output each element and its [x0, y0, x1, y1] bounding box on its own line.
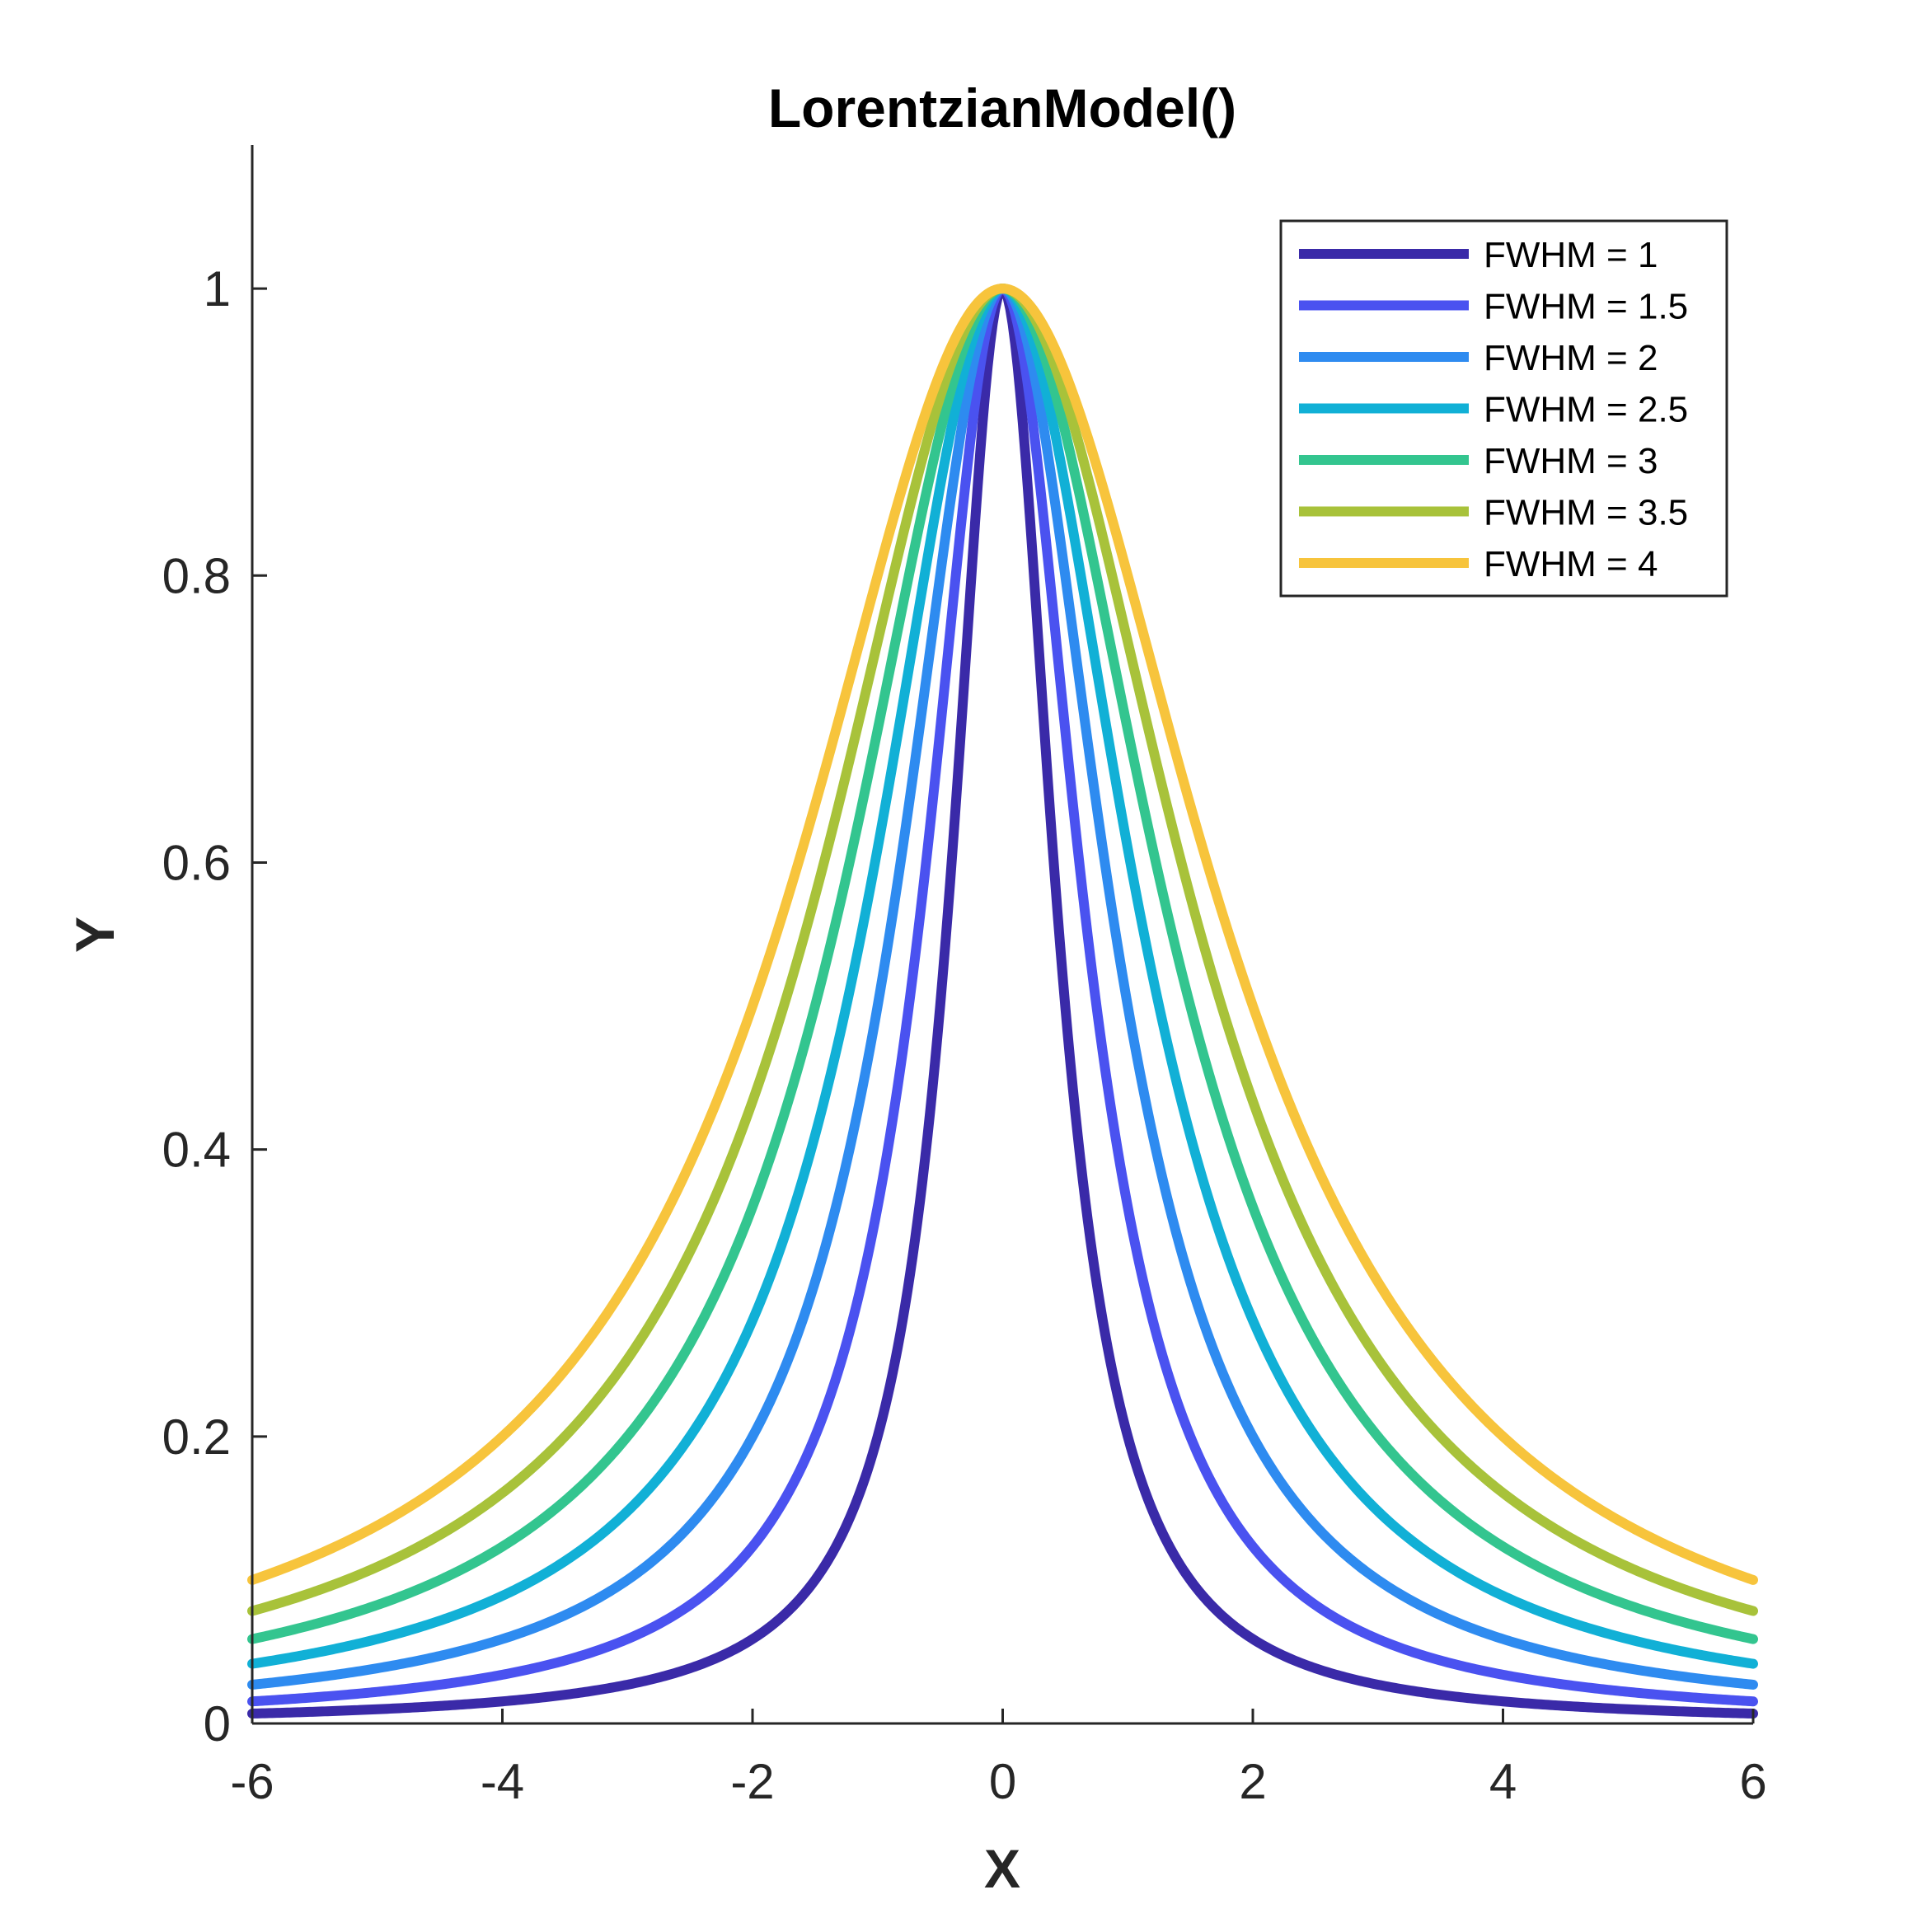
y-tick-label: 0 [204, 1696, 231, 1751]
x-tick-label: -4 [481, 1754, 524, 1809]
legend-label-5: FWHM = 3 [1484, 441, 1658, 481]
y-tick-label: 0.2 [162, 1409, 231, 1465]
legend-items: FWHM = 1 FWHM = 1.5 FWHM = 2 FWHM = 2.5 FWHM… [1299, 235, 1688, 584]
chart-title: LorentzianModel() [768, 77, 1236, 138]
x-axis-title: X [984, 1838, 1020, 1899]
series-line-7 [247, 284, 1758, 1585]
x-ticks: -6 -4 -2 0 2 4 6 [230, 1709, 1767, 1809]
x-tick-label: -2 [730, 1754, 774, 1809]
y-tick-label: 1 [204, 261, 231, 317]
y-axis-title: Y [64, 917, 125, 953]
y-ticks: 0 0.2 0.4 0.6 0.8 1 [162, 261, 267, 1751]
y-tick-label: 0.8 [162, 548, 231, 603]
legend-label-6: FWHM = 3.5 [1484, 493, 1688, 533]
legend-label-1: FWHM = 1 [1484, 235, 1658, 275]
x-tick-label: -6 [230, 1754, 274, 1809]
x-tick-label: 4 [1489, 1754, 1517, 1809]
legend-label-3: FWHM = 2 [1484, 338, 1658, 378]
x-tick-label: 2 [1239, 1754, 1266, 1809]
legend-label-4: FWHM = 2.5 [1484, 390, 1688, 430]
legend-label-7: FWHM = 4 [1484, 544, 1658, 584]
legend-label-2: FWHM = 1.5 [1484, 287, 1688, 327]
y-tick-label: 0.4 [162, 1123, 231, 1178]
legend: FWHM = 1 FWHM = 1.5 FWHM = 2 FWHM = 2.5 FWHM… [1279, 219, 1728, 598]
y-tick-label: 0.6 [162, 835, 231, 890]
x-tick-label: 6 [1739, 1754, 1766, 1809]
series-layer [247, 284, 1758, 1719]
x-tick-label: 0 [989, 1754, 1016, 1809]
